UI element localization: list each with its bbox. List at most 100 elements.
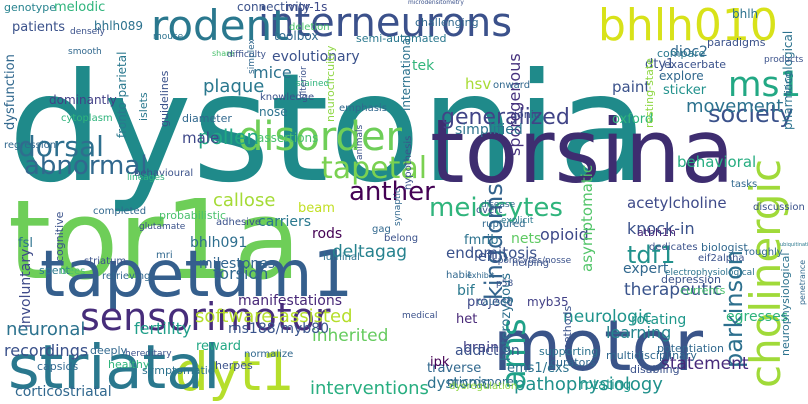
word-tdf1: tdf1 — [627, 241, 675, 269]
word-microspore: microspore — [447, 375, 514, 389]
word-challenging: challenging — [415, 16, 479, 29]
word-therapeutic: therapeutic — [624, 280, 722, 300]
word-herpes: herpes — [215, 359, 253, 372]
word-brain: brain — [463, 340, 499, 356]
word-anther: anther — [349, 177, 435, 207]
word-capsids: capsids — [37, 360, 79, 373]
word-bhlh: bhlh — [732, 7, 758, 21]
word-caused: caused — [477, 297, 513, 308]
word-densely: densely — [70, 27, 106, 37]
word-dominantly: dominantly — [49, 93, 117, 107]
word-generalized: generalized — [441, 105, 570, 130]
word-carriers: carriers — [258, 214, 311, 230]
word-callose: callose — [213, 190, 275, 211]
word-biologist: biologist — [701, 241, 748, 254]
word-luminal: luminal — [323, 252, 360, 263]
word-toolbox: toolbox — [274, 29, 318, 43]
word-genotype: genotype — [4, 1, 56, 14]
word-striatum: striatum — [84, 256, 126, 267]
word-torsina: torsina — [430, 100, 735, 203]
word-sporocytes-nosse: sporocytes/nosse — [493, 256, 572, 266]
word-explicit: explicit — [501, 216, 534, 226]
word-dedicates: dedicates — [649, 242, 698, 253]
word-cholinergic: cholinergic — [741, 159, 790, 388]
word-deeply: deeply — [90, 344, 128, 357]
word-deltagag: deltagag — [332, 242, 407, 262]
word-nets: nets — [511, 231, 541, 247]
word-fertility: fertility — [134, 319, 191, 338]
word-statement: statement — [661, 354, 749, 374]
word-male: male — [182, 129, 219, 147]
word-software-assisted: software-assisted — [195, 306, 353, 327]
word-nose: nose — [259, 105, 288, 119]
word-deletion: deletion — [289, 22, 330, 33]
word-involuntary: involuntary — [18, 249, 34, 328]
word-lineages: lineages — [127, 173, 165, 183]
word-bhlh010: bhlh010 — [598, 0, 778, 51]
word-share: share — [212, 49, 234, 58]
word-tor1a: tor1a — [8, 176, 301, 304]
word-smooth: smooth — [68, 47, 102, 57]
word-bhlh091: bhlh091 — [190, 235, 247, 251]
word-patients: patients — [12, 20, 65, 35]
word-meiocytes: meiocytes — [429, 193, 563, 223]
word-paradigms: paradigms — [707, 36, 766, 49]
word-sticker: sticker — [663, 83, 707, 98]
word-disease: disease — [481, 200, 516, 210]
word-manifestations: manifestations — [238, 293, 342, 309]
word-left: left — [474, 249, 497, 265]
word-mouse: mouse — [153, 32, 184, 42]
word-tapetum1: tapetum1 — [40, 238, 353, 312]
word-multidisciplinary: multidisciplinary — [606, 349, 697, 362]
word-electrophysiological: electrophysiological — [665, 268, 755, 278]
word-glutamate: glutamate — [139, 222, 186, 232]
word-discussion: discussion — [753, 202, 805, 213]
word-trees: trees — [60, 266, 85, 277]
word-rotating: rotating — [631, 312, 686, 328]
word-ms188-myb80: ms188/myb80 — [228, 321, 329, 337]
word-explore: explore — [659, 69, 704, 83]
word-interneurons: interneurons — [258, 0, 512, 46]
word-rodent: rodent — [151, 1, 289, 50]
word-ruptured: ruptured — [482, 219, 525, 230]
word-stained: stained — [296, 79, 329, 89]
word-compare: compare — [657, 47, 705, 60]
word-dyt1: dyt1 — [175, 342, 295, 403]
word-penetrance: penetrance — [798, 260, 807, 305]
word-curators: curators — [550, 356, 596, 369]
word-neuronal: neuronal — [6, 319, 85, 340]
word-onward: onward — [493, 80, 530, 91]
word-society: society — [708, 100, 793, 128]
word-pollen: pollen — [198, 125, 259, 149]
word-belong: belong — [384, 233, 418, 244]
word-difficulty: difficulty — [227, 50, 267, 60]
word-recordings: recordings — [4, 341, 88, 360]
word-products: products — [764, 55, 804, 65]
word-endomitosis: endomitosis — [446, 244, 537, 262]
word-corticostriatal: corticostriatal — [15, 384, 112, 400]
word-striatal: striatal — [8, 333, 220, 403]
word-eif2alpha: eif2alpha — [698, 253, 745, 264]
word-potentiation: potentiation — [657, 342, 724, 355]
word-fmrib: fmrib — [464, 233, 498, 248]
word-medical: medical — [402, 311, 437, 321]
word-learning: learning — [606, 323, 671, 342]
word-opioid: opioid — [540, 225, 589, 244]
word-synaptic: synaptic — [393, 188, 403, 226]
word-dorsal: dorsal — [18, 130, 104, 163]
word-gag: gag — [372, 224, 391, 235]
word-sporogenous: sporogenous — [505, 53, 524, 156]
word-reward: reward — [196, 339, 241, 354]
word-supporting: supporting — [539, 345, 598, 358]
word-bhlh089: bhlh089 — [94, 19, 143, 33]
word-dysregulation: dysregulation — [449, 381, 517, 392]
word-spent: spent — [39, 264, 70, 277]
word-completed: completed — [93, 206, 146, 217]
word-currents: currents — [680, 284, 726, 297]
word-ams: ams — [494, 318, 534, 390]
word-torsion: torsion — [213, 264, 268, 283]
word-traverse: traverse — [427, 361, 481, 376]
word-dysfunction: dysfunction — [3, 54, 18, 130]
